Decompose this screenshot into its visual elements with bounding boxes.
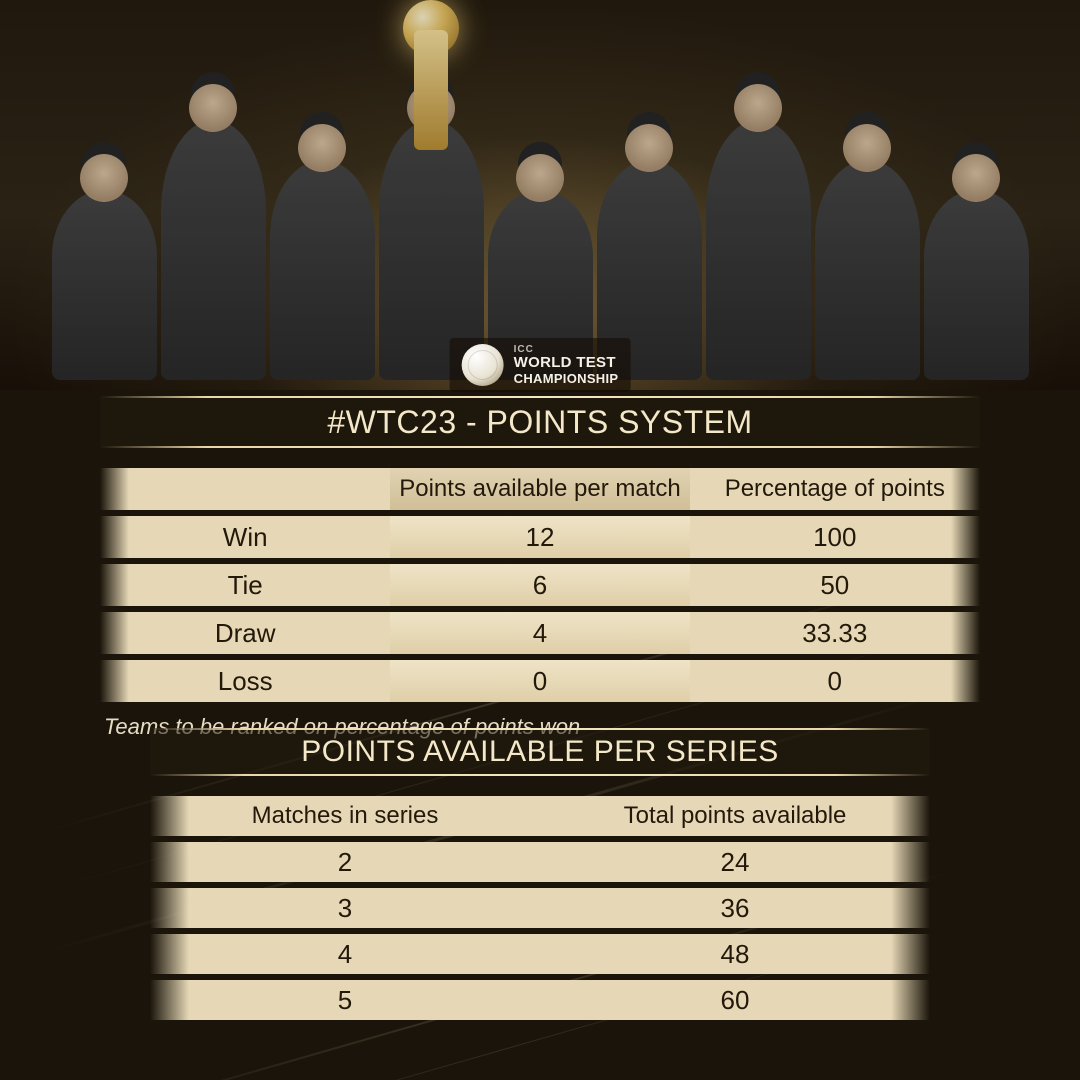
series-points-title-bar: POINTS AVAILABLE PER SERIES	[150, 728, 930, 776]
cell-percent: 100	[690, 516, 980, 558]
cell-matches: 4	[150, 934, 540, 974]
table-row: 2 24	[150, 842, 930, 882]
cell-total: 48	[540, 934, 930, 974]
points-system-title: #WTC23 - POINTS SYSTEM	[327, 404, 752, 441]
cell-points: 6	[390, 564, 689, 606]
cell-matches: 3	[150, 888, 540, 928]
table-row: Win 12 100	[100, 516, 980, 558]
points-system-block: #WTC23 - POINTS SYSTEM Points available …	[100, 396, 980, 740]
cell-total: 60	[540, 980, 930, 1020]
series-points-title: POINTS AVAILABLE PER SERIES	[301, 735, 779, 769]
table-header-row: Matches in series Total points available	[150, 796, 930, 836]
points-system-title-bar: #WTC23 - POINTS SYSTEM	[100, 396, 980, 448]
cell-matches: 5	[150, 980, 540, 1020]
table-row: 3 36	[150, 888, 930, 928]
cell-total: 36	[540, 888, 930, 928]
cell-total: 24	[540, 842, 930, 882]
table-row: 4 48	[150, 934, 930, 974]
cell-points: 0	[390, 660, 689, 702]
cell-points: 4	[390, 612, 689, 654]
cricket-ball-icon	[462, 344, 504, 386]
col-header-percent: Percentage of points	[690, 468, 980, 510]
cell-points: 12	[390, 516, 689, 558]
series-points-table: Matches in series Total points available…	[150, 790, 930, 1026]
badge-line3: CHAMPIONSHIP	[514, 372, 619, 386]
series-points-block: POINTS AVAILABLE PER SERIES Matches in s…	[150, 728, 930, 1026]
cell-result: Tie	[100, 564, 390, 606]
cell-result: Draw	[100, 612, 390, 654]
cell-percent: 50	[690, 564, 980, 606]
badge-line1: ICC	[514, 344, 619, 355]
table-row: Tie 6 50	[100, 564, 980, 606]
table-row: 5 60	[150, 980, 930, 1020]
hero-team-photo	[0, 0, 1080, 390]
cell-percent: 33.33	[690, 612, 980, 654]
col-header-blank	[100, 468, 390, 510]
cell-matches: 2	[150, 842, 540, 882]
table-row: Draw 4 33.33	[100, 612, 980, 654]
table-header-row: Points available per match Percentage of…	[100, 468, 980, 510]
cell-result: Win	[100, 516, 390, 558]
col-header-matches: Matches in series	[150, 796, 540, 836]
col-header-points: Points available per match	[390, 468, 689, 510]
col-header-total: Total points available	[540, 796, 930, 836]
table-row: Loss 0 0	[100, 660, 980, 702]
cell-percent: 0	[690, 660, 980, 702]
points-system-table: Points available per match Percentage of…	[100, 462, 980, 708]
cell-result: Loss	[100, 660, 390, 702]
badge-line2: WORLD TEST	[514, 355, 619, 372]
wtc-logo-badge: ICC WORLD TEST CHAMPIONSHIP	[450, 338, 631, 392]
